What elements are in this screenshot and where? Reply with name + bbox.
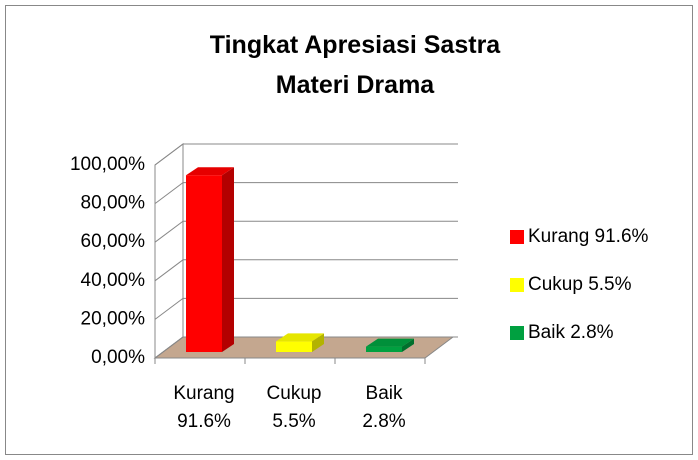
grid-line: [154, 220, 458, 243]
y-tick-label: 0,00%: [91, 347, 145, 368]
y-tick-label: 80,00%: [81, 193, 146, 214]
grid-line: [154, 182, 458, 205]
chart-border: [5, 5, 693, 455]
x-tick-label: Baik 2.8%: [362, 383, 406, 432]
bar-top: [186, 167, 234, 176]
bar: [186, 175, 222, 352]
x-tick-label: Cukup 5.5%: [266, 383, 322, 432]
title-box: Tingkat Apresiasi Sastra Materi Drama: [209, 31, 501, 99]
legend-swatch: [510, 230, 524, 244]
grid-line: [154, 259, 458, 282]
y-tick-label: 100,00%: [70, 154, 145, 175]
grid-line: [154, 297, 458, 320]
legend-swatch: [510, 326, 524, 340]
grid-line: [154, 143, 458, 166]
y-tick-label: 20,00%: [81, 308, 146, 329]
grid-line: [154, 336, 458, 359]
chart-title: Tingkat Apresiasi Sastra Materi Drama: [209, 31, 501, 99]
y-tick-label: 60,00%: [81, 231, 146, 252]
legend-swatch: [510, 278, 524, 292]
bar-side: [312, 333, 324, 352]
bar-top: [366, 338, 414, 347]
legend-label: Kurang 91.6%: [528, 226, 649, 247]
bar-top: [276, 333, 324, 342]
legend-label: Baik 2.8%: [528, 322, 614, 343]
bar-side: [402, 338, 414, 352]
bar: [366, 346, 402, 352]
x-tick-label: Kurang 91.6%: [173, 383, 235, 432]
bar-side: [222, 167, 234, 352]
bar: [276, 341, 312, 352]
legend-label: Cukup 5.5%: [528, 274, 632, 295]
y-tick-label: 40,00%: [81, 270, 146, 291]
